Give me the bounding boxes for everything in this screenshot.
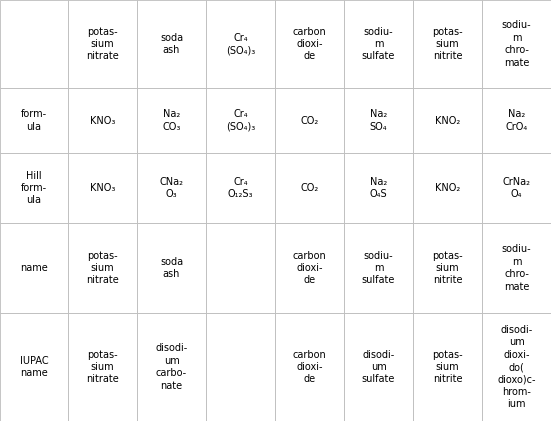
Bar xyxy=(413,313,482,421)
Text: form-
ula: form- ula xyxy=(21,109,47,132)
Text: potas-
sium
nitrite: potas- sium nitrite xyxy=(432,250,463,285)
Text: CrNa₂
O₄: CrNa₂ O₄ xyxy=(503,177,531,199)
Text: Hill
form-
ula: Hill form- ula xyxy=(21,171,47,205)
Bar xyxy=(482,153,551,223)
Bar xyxy=(68,223,137,313)
Text: name: name xyxy=(20,263,48,273)
Text: disodi-
um
sulfate: disodi- um sulfate xyxy=(362,349,395,384)
Text: carbon
dioxi-
de: carbon dioxi- de xyxy=(293,27,326,61)
Bar xyxy=(482,0,551,88)
Bar xyxy=(206,153,275,223)
Bar xyxy=(344,88,413,153)
Text: sodiu-
m
sulfate: sodiu- m sulfate xyxy=(362,27,395,61)
Text: potas-
sium
nitrite: potas- sium nitrite xyxy=(432,27,463,61)
Bar xyxy=(482,313,551,421)
Text: carbon
dioxi-
de: carbon dioxi- de xyxy=(293,250,326,285)
Bar xyxy=(0,223,68,313)
Bar xyxy=(137,223,206,313)
Bar xyxy=(0,0,68,88)
Bar xyxy=(275,313,344,421)
Bar xyxy=(137,0,206,88)
Bar xyxy=(68,0,137,88)
Text: potas-
sium
nitrite: potas- sium nitrite xyxy=(432,349,463,384)
Bar xyxy=(413,0,482,88)
Text: soda
ash: soda ash xyxy=(160,257,183,279)
Bar xyxy=(482,88,551,153)
Bar xyxy=(275,153,344,223)
Bar xyxy=(68,88,137,153)
Text: sodiu-
m
chro-
mate: sodiu- m chro- mate xyxy=(502,20,531,68)
Text: Na₂
CrO₄: Na₂ CrO₄ xyxy=(505,109,528,132)
Bar xyxy=(344,153,413,223)
Bar xyxy=(275,88,344,153)
Text: soda
ash: soda ash xyxy=(160,33,183,55)
Bar xyxy=(344,313,413,421)
Bar xyxy=(344,223,413,313)
Bar xyxy=(413,153,482,223)
Bar xyxy=(0,313,68,421)
Text: Na₂
SO₄: Na₂ SO₄ xyxy=(370,109,387,132)
Text: potas-
sium
nitrate: potas- sium nitrate xyxy=(86,250,119,285)
Bar xyxy=(482,223,551,313)
Text: disodi-
um
dioxi-
do(
dioxo)c-
hrom-
ium: disodi- um dioxi- do( dioxo)c- hrom- ium xyxy=(497,325,536,409)
Text: KNO₃: KNO₃ xyxy=(90,183,115,193)
Text: CNa₂
O₃: CNa₂ O₃ xyxy=(160,177,183,199)
Text: Cr₄
(SO₄)₃: Cr₄ (SO₄)₃ xyxy=(226,33,255,55)
Bar xyxy=(0,153,68,223)
Bar xyxy=(137,153,206,223)
Bar xyxy=(206,313,275,421)
Text: KNO₂: KNO₂ xyxy=(435,115,460,125)
Bar xyxy=(206,0,275,88)
Text: KNO₃: KNO₃ xyxy=(90,115,115,125)
Text: Na₂
CO₃: Na₂ CO₃ xyxy=(163,109,181,132)
Text: CO₂: CO₂ xyxy=(300,115,318,125)
Text: CO₂: CO₂ xyxy=(300,183,318,193)
Bar xyxy=(68,313,137,421)
Text: Na₂
O₄S: Na₂ O₄S xyxy=(370,177,387,199)
Text: Cr₄
O₁₂S₃: Cr₄ O₁₂S₃ xyxy=(228,177,253,199)
Bar xyxy=(275,223,344,313)
Text: KNO₂: KNO₂ xyxy=(435,183,460,193)
Text: Cr₄
(SO₄)₃: Cr₄ (SO₄)₃ xyxy=(226,109,255,132)
Text: potas-
sium
nitrate: potas- sium nitrate xyxy=(86,349,119,384)
Bar xyxy=(344,0,413,88)
Text: sodiu-
m
sulfate: sodiu- m sulfate xyxy=(362,250,395,285)
Text: carbon
dioxi-
de: carbon dioxi- de xyxy=(293,349,326,384)
Text: disodi-
um
carbo-
nate: disodi- um carbo- nate xyxy=(155,344,188,391)
Bar xyxy=(137,88,206,153)
Bar xyxy=(413,88,482,153)
Bar xyxy=(68,153,137,223)
Bar xyxy=(0,88,68,153)
Text: potas-
sium
nitrate: potas- sium nitrate xyxy=(86,27,119,61)
Text: IUPAC
name: IUPAC name xyxy=(20,356,48,378)
Bar xyxy=(206,88,275,153)
Bar xyxy=(413,223,482,313)
Bar xyxy=(206,223,275,313)
Bar xyxy=(137,313,206,421)
Text: sodiu-
m
chro-
mate: sodiu- m chro- mate xyxy=(502,245,531,292)
Bar xyxy=(275,0,344,88)
